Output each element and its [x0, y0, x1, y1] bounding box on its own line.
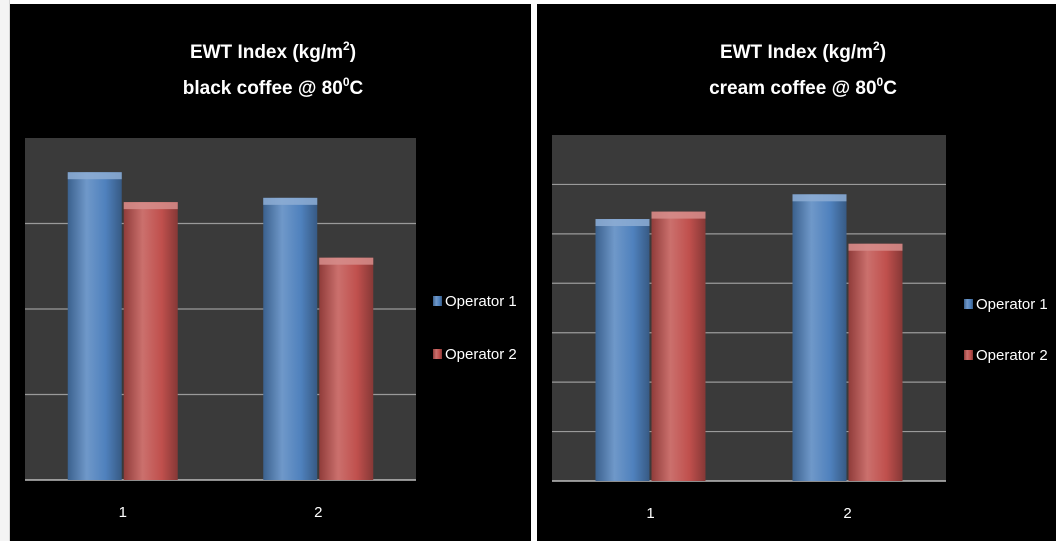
chart-svg: EWT Index (kg/m2) black coffee @ 800C 1 2 Op… [25, 39, 517, 521]
x-tick-label: 1 [119, 504, 127, 521]
legend-label: Operator 1 [445, 293, 517, 310]
bar-top-bevel [595, 219, 650, 227]
chart-svg: EWT Index (kg/m2) cream coffee @ 800C 1 2 Op… [552, 39, 1048, 522]
spreadsheet-row-strip [0, 0, 10, 541]
x-tick-label: 2 [843, 505, 851, 522]
chart-black-coffee: EWT Index (kg/m2) black coffee @ 800C 1 2 Op… [10, 4, 531, 541]
legend-label: Operator 1 [976, 296, 1048, 313]
bar-operator-2-1 [123, 202, 178, 480]
bar-top-bevel [263, 197, 318, 205]
legend-swatch [964, 350, 973, 360]
x-tick-label: 1 [646, 505, 654, 522]
legend-swatch [964, 299, 973, 309]
bar-operator-2-1 [651, 211, 706, 481]
bar-operator-1-1 [67, 172, 122, 480]
chart-subtitle: black coffee @ 800C [183, 75, 364, 99]
bar-operator-2-2 [848, 243, 903, 481]
bar-operator-2-2 [319, 257, 374, 480]
bar-operator-1-1 [595, 219, 650, 481]
chart-cream-coffee: EWT Index (kg/m2) cream coffee @ 800C 1 2 Op… [537, 4, 1056, 541]
legend-swatch [433, 349, 442, 359]
legend-swatch [433, 296, 442, 306]
bar-top-bevel [319, 257, 374, 265]
chart-title: EWT Index (kg/m2) [720, 39, 886, 63]
bar-top-bevel [67, 172, 122, 180]
bar-top-bevel [792, 194, 847, 202]
bar-top-bevel [123, 202, 178, 210]
chart-subtitle: cream coffee @ 800C [709, 75, 897, 99]
bar-top-bevel [848, 243, 903, 251]
legend-label: Operator 2 [976, 347, 1048, 364]
legend-label: Operator 2 [445, 346, 517, 363]
bar-operator-1-2 [263, 197, 318, 480]
bar-top-bevel [651, 211, 706, 219]
chart-title: EWT Index (kg/m2) [190, 39, 356, 63]
x-tick-label: 2 [314, 504, 322, 521]
bar-operator-1-2 [792, 194, 847, 482]
